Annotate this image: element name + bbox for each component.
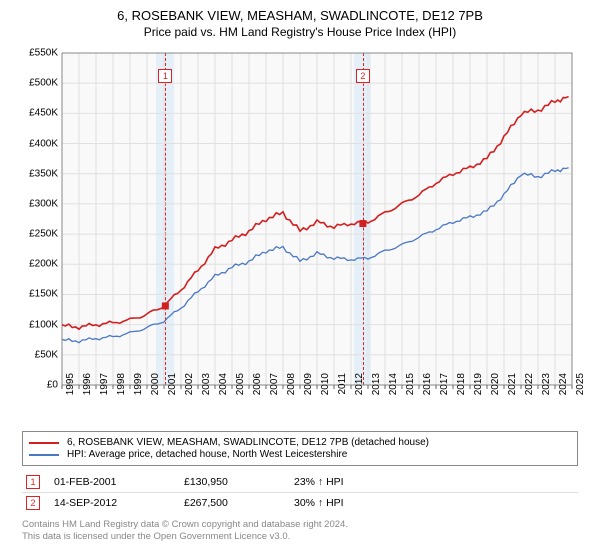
price-chart: £0 £50K £100K £150K £200K £250K £300K £350K £400… — [22, 47, 578, 427]
xtick-label: 2017 — [439, 373, 450, 413]
legend-item: HPI: Average price, detached house, Nort… — [29, 449, 571, 460]
xtick-label: 2025 — [575, 373, 586, 413]
xtick-label: 1996 — [82, 373, 93, 413]
xtick-label: 2004 — [218, 373, 229, 413]
xtick-label: 2007 — [269, 373, 280, 413]
legend-swatch — [29, 442, 59, 444]
xtick-label: 2014 — [388, 373, 399, 413]
xtick-label: 2008 — [286, 373, 297, 413]
xtick-label: 2021 — [507, 373, 518, 413]
chart-svg — [22, 47, 578, 427]
xtick-label: 2012 — [354, 373, 365, 413]
legend-label: 6, ROSEBANK VIEW, MEASHAM, SWADLINCOTE, … — [67, 437, 429, 448]
ytick-label: £50K — [22, 349, 58, 360]
xtick-label: 2009 — [303, 373, 314, 413]
xtick-label: 2020 — [490, 373, 501, 413]
ytick-label: £0 — [22, 380, 58, 391]
sale-delta: 30% ↑ HPI — [294, 497, 578, 509]
ytick-label: £350K — [22, 168, 58, 179]
ytick-label: £500K — [22, 78, 58, 89]
legend: 6, ROSEBANK VIEW, MEASHAM, SWADLINCOTE, … — [22, 431, 578, 466]
sale-date: 14-SEP-2012 — [54, 497, 184, 509]
legend-label: HPI: Average price, detached house, Nort… — [67, 449, 347, 460]
ytick-label: £450K — [22, 108, 58, 119]
xtick-label: 2018 — [456, 373, 467, 413]
xtick-label: 2000 — [150, 373, 161, 413]
ytick-label: £300K — [22, 198, 58, 209]
xtick-label: 2013 — [371, 373, 382, 413]
sale-price: £130,950 — [184, 476, 294, 488]
ytick-label: £100K — [22, 319, 58, 330]
xtick-label: 2001 — [167, 373, 178, 413]
xtick-label: 1999 — [133, 373, 144, 413]
xtick-label: 1998 — [116, 373, 127, 413]
legend-item: 6, ROSEBANK VIEW, MEASHAM, SWADLINCOTE, … — [29, 437, 571, 448]
xtick-label: 2002 — [184, 373, 195, 413]
footnote-line: Contains HM Land Registry data © Crown c… — [22, 519, 578, 531]
xtick-label: 1997 — [99, 373, 110, 413]
sale-row: 2 14-SEP-2012£267,50030% ↑ HPI — [22, 492, 578, 513]
xtick-label: 2006 — [252, 373, 263, 413]
ytick-label: £200K — [22, 259, 58, 270]
xtick-label: 2003 — [201, 373, 212, 413]
footnote-line: This data is licensed under the Open Gov… — [22, 531, 578, 543]
sale-marker-box: 2 — [26, 496, 40, 510]
xtick-label: 2016 — [422, 373, 433, 413]
ytick-label: £550K — [22, 48, 58, 59]
sale-date: 01-FEB-2001 — [54, 476, 184, 488]
ytick-label: £150K — [22, 289, 58, 300]
xtick-label: 2005 — [235, 373, 246, 413]
xtick-label: 2015 — [405, 373, 416, 413]
ytick-label: £250K — [22, 229, 58, 240]
sale-price: £267,500 — [184, 497, 294, 509]
sale-delta: 23% ↑ HPI — [294, 476, 578, 488]
page-subtitle: Price paid vs. HM Land Registry's House … — [8, 25, 592, 39]
sale-marker: 1 — [158, 69, 172, 83]
sale-row: 1 01-FEB-2001£130,95023% ↑ HPI — [22, 472, 578, 492]
xtick-label: 2024 — [558, 373, 569, 413]
sale-marker: 2 — [356, 69, 370, 83]
xtick-label: 2011 — [337, 373, 348, 413]
sale-marker-box: 1 — [26, 475, 40, 489]
footnote: Contains HM Land Registry data © Crown c… — [22, 519, 578, 544]
page-title: 6, ROSEBANK VIEW, MEASHAM, SWADLINCOTE, … — [8, 8, 592, 23]
xtick-label: 2019 — [473, 373, 484, 413]
sales-table: 1 01-FEB-2001£130,95023% ↑ HPI 2 14-SEP-201… — [22, 472, 578, 513]
xtick-label: 1995 — [65, 373, 76, 413]
xtick-label: 2023 — [541, 373, 552, 413]
legend-swatch — [29, 454, 59, 456]
xtick-label: 2022 — [524, 373, 535, 413]
ytick-label: £400K — [22, 138, 58, 149]
xtick-label: 2010 — [320, 373, 331, 413]
